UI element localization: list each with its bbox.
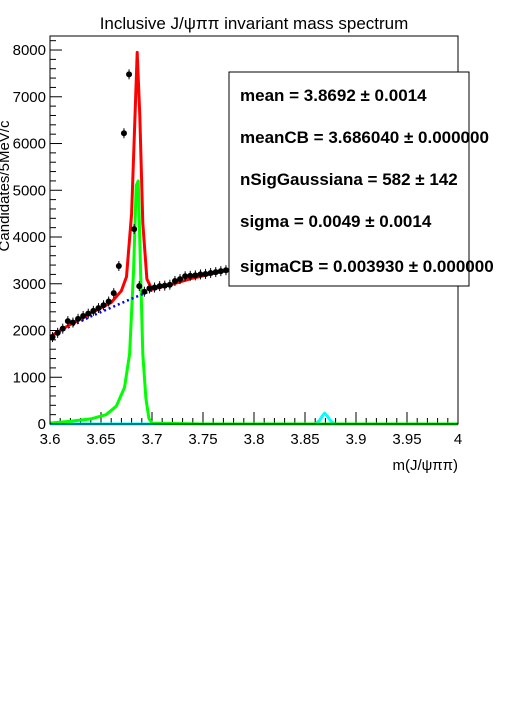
- data-point: [202, 270, 209, 277]
- stats-box-frame: [228, 71, 470, 287]
- data-point: [171, 277, 178, 284]
- x-tick-label: 3.65: [86, 431, 115, 448]
- data-point: [161, 282, 168, 289]
- y-tick-label: 1000: [13, 369, 46, 386]
- y-tick-label: 3000: [13, 276, 46, 293]
- data-point: [115, 262, 122, 269]
- data-point: [120, 130, 127, 137]
- x-tick-label: 3.6: [40, 431, 61, 448]
- data-point: [105, 298, 112, 305]
- x-tick-label: 3.7: [142, 431, 163, 448]
- x-tick-label: 3.85: [290, 431, 319, 448]
- data-point: [80, 313, 87, 320]
- data-point: [54, 329, 61, 336]
- stat-nsiggaussiana: nSigGaussiana = 582 ± 142: [240, 170, 458, 189]
- x-axis-label: m(J/ψππ): [392, 457, 458, 474]
- data-point: [110, 290, 117, 297]
- x-tick-label: 3.75: [188, 431, 217, 448]
- data-point: [69, 319, 76, 326]
- data-point: [187, 272, 194, 279]
- data-point: [131, 226, 138, 233]
- data-point: [85, 310, 92, 317]
- stats-box: mean = 3.8692 ± 0.0014 meanCB = 3.686040…: [228, 71, 494, 287]
- data-point: [192, 272, 199, 279]
- chart-title: Inclusive J/ψππ invariant mass spectrum: [100, 14, 409, 33]
- x-tick-label: 4: [454, 431, 462, 448]
- stat-meancb: meanCB = 3.686040 ± 0.000000: [240, 128, 489, 147]
- data-point: [207, 270, 214, 277]
- data-point: [64, 318, 71, 325]
- y-tick-label: 8000: [13, 42, 46, 59]
- y-tick-label: 2000: [13, 323, 46, 340]
- y-tick-label: 5000: [13, 182, 46, 199]
- data-point: [49, 334, 56, 341]
- stat-mean: mean = 3.8692 ± 0.0014: [240, 86, 427, 105]
- data-point: [177, 276, 184, 283]
- stat-sigmacb: sigmaCB = 0.003930 ± 0.000000: [240, 257, 494, 276]
- data-point: [95, 305, 102, 312]
- data-point: [136, 283, 143, 290]
- data-point: [75, 315, 82, 322]
- y-tick-label: 6000: [13, 136, 46, 153]
- data-point: [217, 268, 224, 275]
- data-point: [141, 288, 148, 295]
- series-layer: [49, 50, 458, 426]
- data-point: [146, 285, 153, 292]
- y-tick-label: 7000: [13, 89, 46, 106]
- y-tick-label: 4000: [13, 229, 46, 246]
- fit-curve-line: [49, 179, 458, 426]
- data-point: [59, 325, 66, 332]
- data-point: [222, 267, 229, 274]
- data-point: [90, 307, 97, 314]
- data-point: [151, 284, 158, 291]
- data-point: [166, 281, 173, 288]
- data-point: [197, 271, 204, 278]
- stat-sigma: sigma = 0.0049 ± 0.0014: [240, 212, 432, 231]
- x-tick-label: 3.9: [346, 431, 367, 448]
- x-tick-label: 3.95: [392, 431, 421, 448]
- data-point: [126, 71, 133, 78]
- data-point: [156, 283, 163, 290]
- x-tick-label: 3.8: [244, 431, 265, 448]
- data-point: [182, 273, 189, 280]
- data-point: [212, 269, 219, 276]
- data-point: [100, 302, 107, 309]
- y-tick-label: 0: [38, 416, 46, 433]
- y-axis-label: Candidates/5MeV/c: [0, 120, 13, 251]
- axis-ticks: 3.6 3.65 3.7 3.75 3.8 3.85 3.9 3.95 4 0 1000 2000 30…: [13, 40, 462, 448]
